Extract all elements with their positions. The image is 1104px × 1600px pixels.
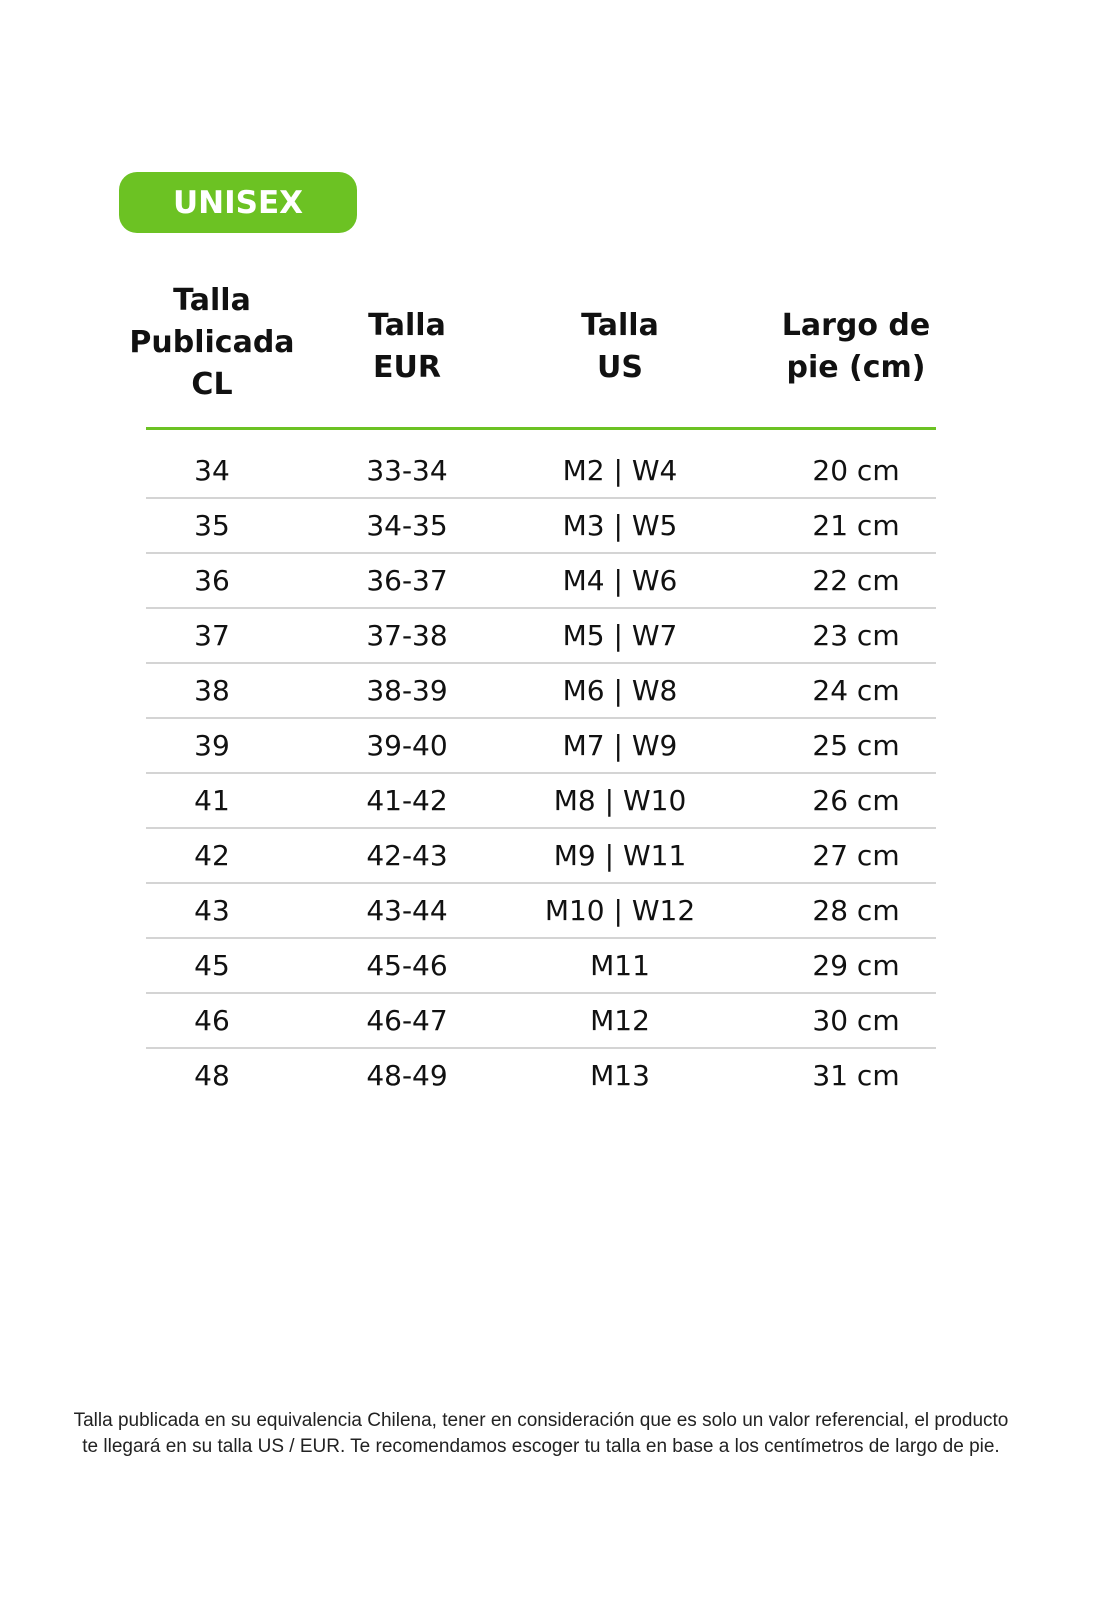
- cell-eur: 48-49: [366, 1059, 448, 1092]
- table-row: 34 33-34 M2 | W4 20 cm: [146, 444, 936, 499]
- table-row: 38 38-39 M6 | W8 24 cm: [146, 664, 936, 719]
- cell-foot-length: 30 cm: [812, 1004, 900, 1037]
- cell-eur: 45-46: [366, 949, 448, 982]
- cell-cl: 48: [194, 1059, 230, 1092]
- cell-foot-length: 22 cm: [812, 564, 900, 597]
- cell-cl: 42: [194, 839, 230, 872]
- table-body: 34 33-34 M2 | W4 20 cm 35 34-35 M3 | W5 21 cm 36…: [146, 430, 936, 1102]
- cell-eur: 37-38: [366, 619, 448, 652]
- cell-eur: 36-37: [366, 564, 448, 597]
- cell-foot-length: 31 cm: [812, 1059, 900, 1092]
- cell-us: M5 | W7: [562, 619, 678, 652]
- cell-foot-length: 26 cm: [812, 784, 900, 817]
- cell-eur: 42-43: [366, 839, 448, 872]
- cell-cl: 41: [194, 784, 230, 817]
- footnote: Talla publicada en su equivalencia Chile…: [40, 1408, 1042, 1460]
- footnote-line: Talla publicada en su equivalencia Chile…: [73, 1410, 1009, 1431]
- header-line: Publicada: [129, 325, 295, 360]
- cell-cl: 36: [194, 564, 230, 597]
- cell-cl: 38: [194, 674, 230, 707]
- cell-foot-length: 25 cm: [812, 729, 900, 762]
- header-line: Talla: [173, 283, 251, 318]
- cell-eur: 43-44: [366, 894, 448, 927]
- header-line: Largo de: [781, 308, 931, 343]
- cell-us: M9 | W11: [553, 839, 687, 872]
- header-us: Talla US: [510, 305, 730, 389]
- cell-foot-length: 21 cm: [812, 509, 900, 542]
- header-foot-length: Largo de pie (cm): [746, 305, 966, 389]
- table-row: 41 41-42 M8 | W10 26 cm: [146, 774, 936, 829]
- header-line: Talla: [581, 308, 659, 343]
- size-table: Talla Publicada CL Talla EUR Talla US La…: [129, 280, 936, 1102]
- cell-eur: 33-34: [366, 454, 448, 487]
- unisex-badge: UNISEX: [119, 172, 357, 233]
- cell-us: M3 | W5: [562, 509, 678, 542]
- table-row: 36 36-37 M4 | W6 22 cm: [146, 554, 936, 609]
- table-row: 46 46-47 M12 30 cm: [146, 994, 936, 1049]
- cell-foot-length: 24 cm: [812, 674, 900, 707]
- cell-us: M6 | W8: [562, 674, 678, 707]
- header-line: CL: [191, 367, 233, 402]
- cell-cl: 46: [194, 1004, 230, 1037]
- cell-us: M4 | W6: [562, 564, 678, 597]
- cell-foot-length: 28 cm: [812, 894, 900, 927]
- cell-cl: 39: [194, 729, 230, 762]
- cell-cl: 35: [194, 509, 230, 542]
- cell-foot-length: 20 cm: [812, 454, 900, 487]
- cell-foot-length: 23 cm: [812, 619, 900, 652]
- cell-cl: 45: [194, 949, 230, 982]
- cell-cl: 37: [194, 619, 230, 652]
- cell-eur: 34-35: [366, 509, 448, 542]
- cell-us: M2 | W4: [562, 454, 678, 487]
- cell-foot-length: 27 cm: [812, 839, 900, 872]
- header-line: US: [597, 350, 643, 385]
- cell-eur: 39-40: [366, 729, 448, 762]
- header-line: Talla: [368, 308, 446, 343]
- table-row: 37 37-38 M5 | W7 23 cm: [146, 609, 936, 664]
- cell-cl: 43: [194, 894, 230, 927]
- header-line: EUR: [373, 350, 441, 385]
- table-row: 48 48-49 M13 31 cm: [146, 1049, 936, 1102]
- header-cl: Talla Publicada CL: [102, 280, 322, 406]
- cell-foot-length: 29 cm: [812, 949, 900, 982]
- header-line: pie (cm): [786, 350, 926, 385]
- cell-us: M7 | W9: [562, 729, 678, 762]
- table-row: 42 42-43 M9 | W11 27 cm: [146, 829, 936, 884]
- cell-us: M11: [590, 949, 650, 982]
- header-eur: Talla EUR: [297, 305, 517, 389]
- cell-us: M10 | W12: [544, 894, 696, 927]
- table-row: 39 39-40 M7 | W9 25 cm: [146, 719, 936, 774]
- cell-cl: 34: [194, 454, 230, 487]
- table-header: Talla Publicada CL Talla EUR Talla US La…: [129, 280, 936, 430]
- table-row: 35 34-35 M3 | W5 21 cm: [146, 499, 936, 554]
- cell-eur: 46-47: [366, 1004, 448, 1037]
- cell-us: M13: [590, 1059, 650, 1092]
- cell-us: M8 | W10: [553, 784, 687, 817]
- table-row: 43 43-44 M10 | W12 28 cm: [146, 884, 936, 939]
- cell-eur: 41-42: [366, 784, 448, 817]
- cell-eur: 38-39: [366, 674, 448, 707]
- cell-us: M12: [590, 1004, 650, 1037]
- footnote-line: te llegará en su talla US / EUR. Te reco…: [82, 1436, 1000, 1457]
- table-row: 45 45-46 M11 29 cm: [146, 939, 936, 994]
